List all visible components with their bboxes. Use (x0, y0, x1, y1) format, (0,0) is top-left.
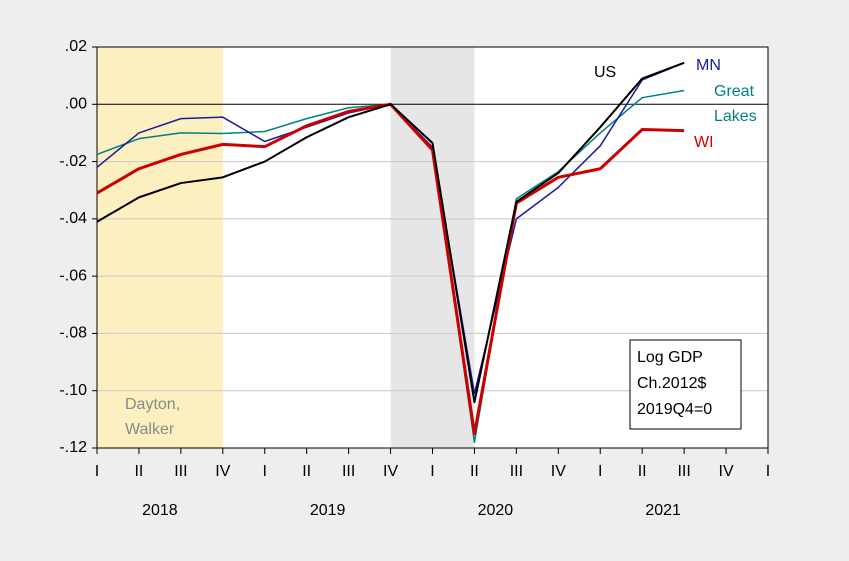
x-tick-label: I (95, 463, 99, 480)
y-tick-label: -.12 (59, 439, 87, 456)
y-tick-label: .02 (65, 38, 87, 55)
x-tick-label: IV (215, 463, 230, 480)
x-tick-label: III (342, 463, 355, 480)
annotation: 2019Q4=0 (637, 401, 712, 418)
x-tick-label: IV (551, 463, 566, 480)
year-label: 2018 (142, 502, 178, 519)
shaded-region (97, 47, 223, 448)
x-tick-label: II (470, 463, 479, 480)
x-tick-label: III (510, 463, 523, 480)
x-tick-label: I (766, 463, 770, 480)
shaded-region (390, 47, 475, 448)
series-label-line: WI (694, 134, 714, 151)
y-tick-label: .00 (65, 96, 87, 113)
series-label: MN (696, 57, 721, 74)
y-tick-label: -.08 (59, 325, 87, 342)
x-tick-label: IV (719, 463, 734, 480)
region-label: Walker (125, 421, 175, 438)
y-tick-label: -.10 (59, 382, 87, 399)
series-label: WI (694, 134, 714, 151)
annotation-box (629, 339, 742, 430)
year-label: 2020 (478, 502, 514, 519)
year-label: 2019 (310, 502, 346, 519)
x-tick-label: IV (383, 463, 398, 480)
plot-border (96, 46, 769, 449)
region-label: Dayton, (125, 396, 180, 413)
x-tick-label: II (638, 463, 647, 480)
x-tick-label: I (263, 463, 267, 480)
series-label-line: US (594, 64, 616, 81)
series-label-line: Great (714, 83, 758, 100)
x-tick-label: III (677, 463, 690, 480)
x-tick-label: II (134, 463, 143, 480)
annotation: Ch.2012$ (637, 375, 706, 392)
series-label: Great Lakes (714, 83, 758, 125)
y-tick-label: -.04 (59, 210, 87, 227)
y-tick-label: -.06 (59, 267, 87, 284)
x-tick-label: I (430, 463, 434, 480)
year-label: 2021 (645, 502, 681, 519)
x-tick-label: III (174, 463, 187, 480)
annotation: Log GDP (637, 349, 703, 366)
y-tick-label: -.02 (59, 153, 87, 170)
series-label-line: Lakes (714, 108, 757, 125)
x-tick-label: I (598, 463, 602, 480)
x-tick-label: II (302, 463, 311, 480)
series-label-line: MN (696, 57, 721, 74)
series-line (96, 61, 685, 404)
series-label: US (594, 64, 616, 81)
